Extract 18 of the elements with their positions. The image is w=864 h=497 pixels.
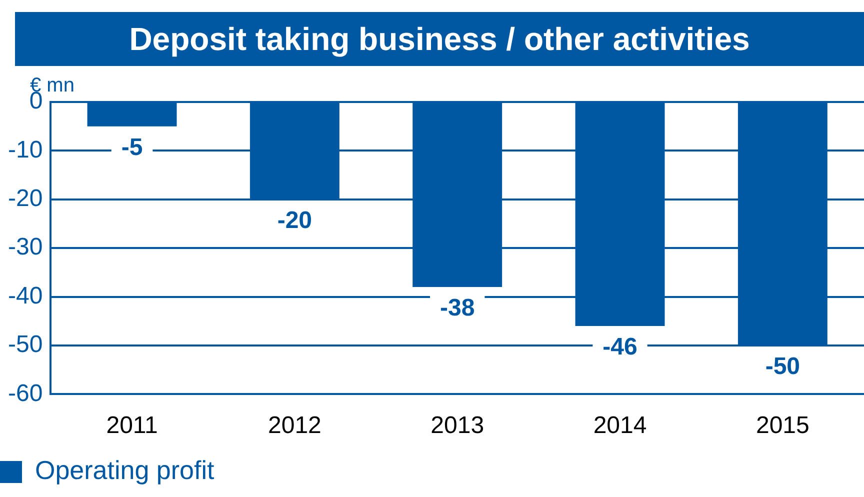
data-label: -46 (602, 334, 638, 361)
data-label: -20 (277, 207, 312, 234)
x-tick-label: 2013 (430, 412, 484, 440)
x-tick-label: 2011 (106, 412, 158, 440)
x-tick-label: 2014 (593, 412, 647, 440)
legend-label: Operating profit (35, 455, 215, 486)
y-tick-label: -40 (8, 282, 43, 310)
x-tick-label: 2015 (756, 412, 810, 440)
y-tick-label: -20 (8, 185, 43, 212)
chart-title: Deposit taking business / other activities (15, 12, 864, 66)
data-label: -38 (440, 294, 475, 322)
y-tick-label: -30 (8, 234, 43, 261)
data-label: -50 (765, 353, 800, 380)
y-tick-label: -60 (8, 380, 43, 407)
x-tick-label: 2012 (268, 412, 322, 440)
data-label: -5 (121, 134, 143, 161)
y-tick-label: -50 (8, 331, 43, 358)
y-tick-label: -10 (8, 136, 43, 164)
